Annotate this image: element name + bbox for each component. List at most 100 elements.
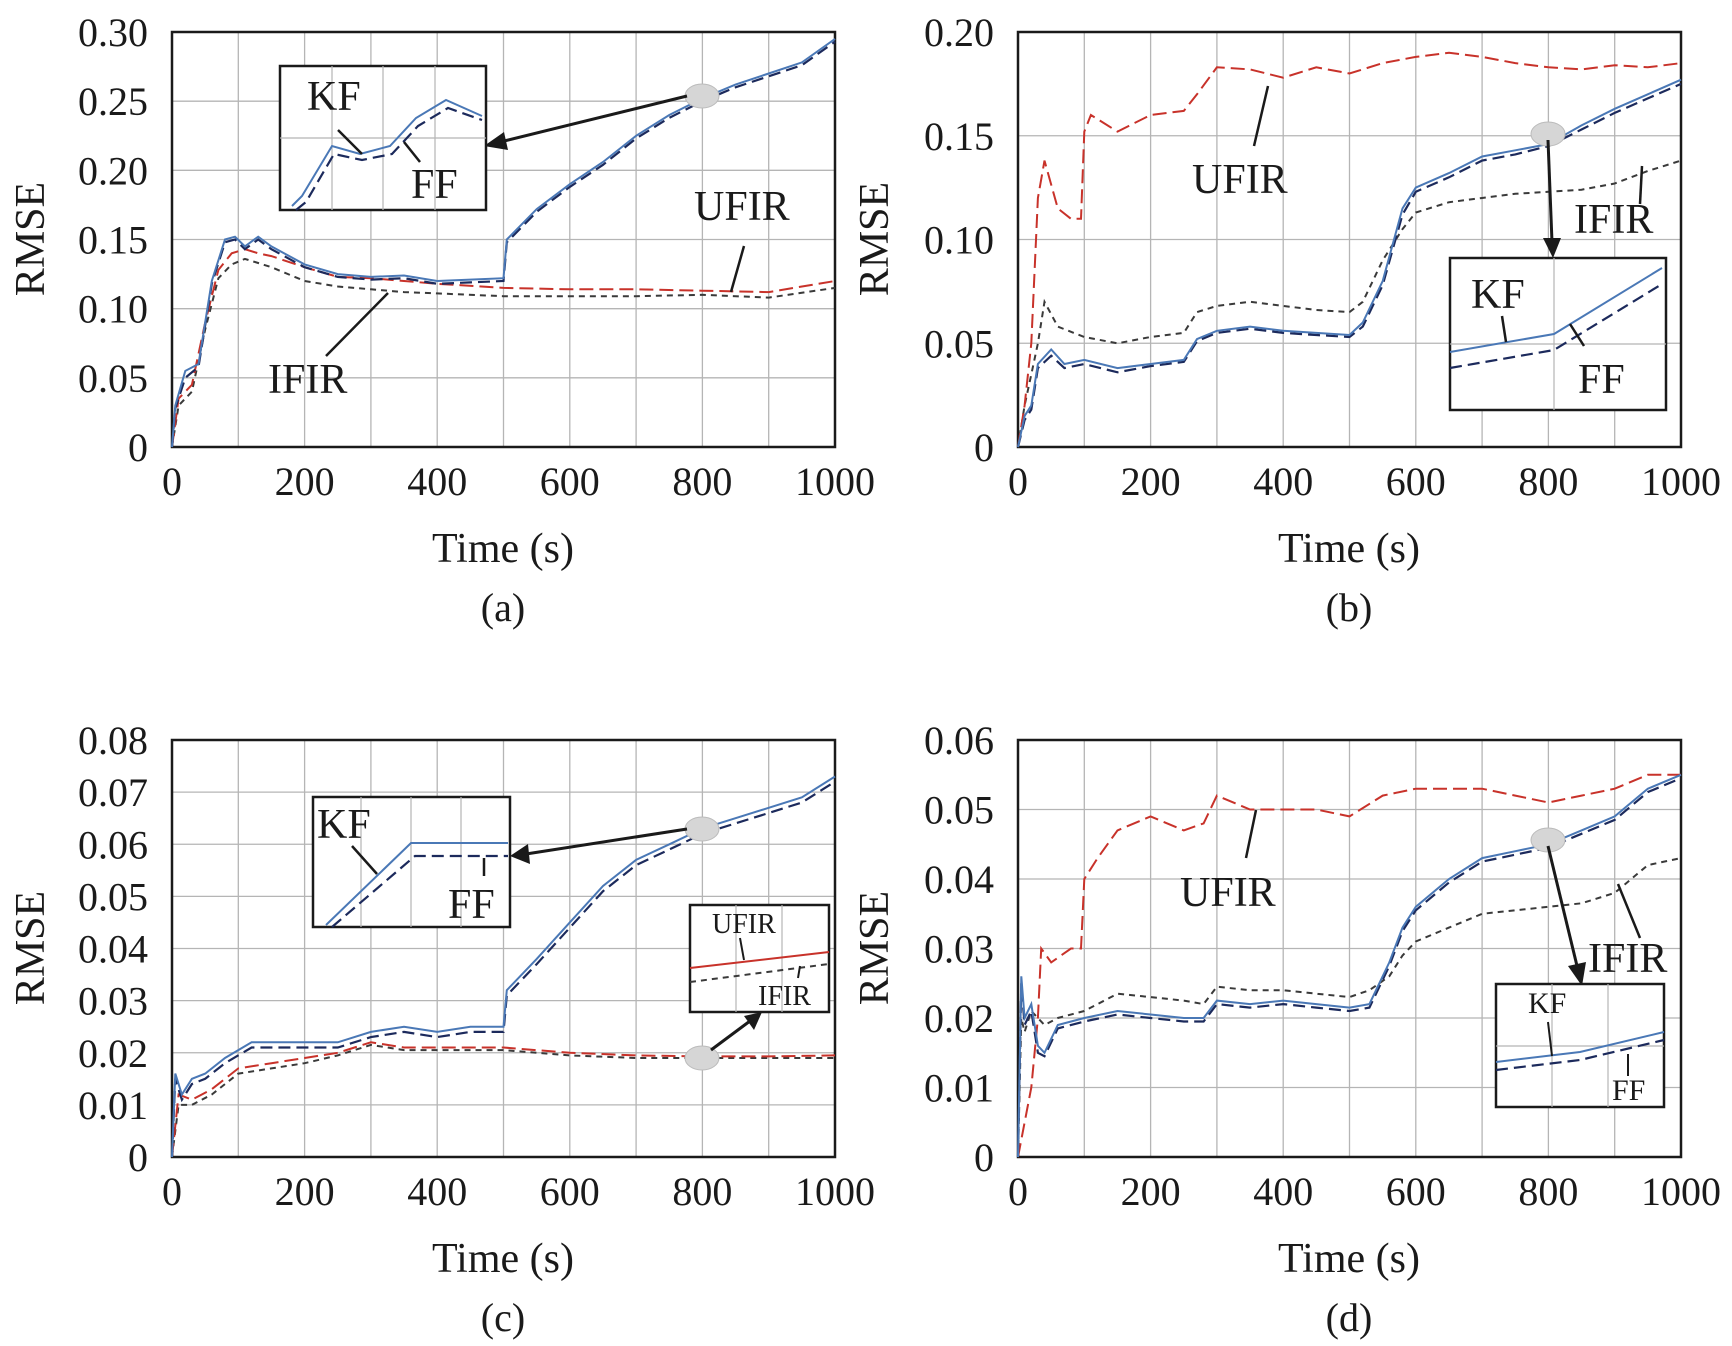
pointer-b-ufir	[1252, 85, 1270, 147]
line-a-ff	[170, 40, 836, 448]
label-a-ufir: UFIR	[694, 184, 790, 230]
inset-d-pointer-kf	[1547, 1021, 1553, 1057]
inset-b-pointer-ff	[1568, 323, 1586, 347]
panel-c: 0 200 400 600 800 1000 0 0.01 0.02 0.03 0.04 0.05 0.…	[8, 718, 875, 1340]
y-tick-label: 0	[974, 425, 994, 470]
pointer-a-ifir	[325, 292, 389, 357]
line-a-ifir	[171, 257, 836, 448]
zoom-arrow-b	[1546, 139, 1554, 243]
label-b-ifir: IFIR	[1574, 197, 1653, 243]
inset-grid-a	[280, 66, 486, 210]
line-b-ff	[1016, 82, 1682, 448]
x-tick-label: 200	[1121, 1169, 1181, 1214]
caption-d: (d)	[1326, 1295, 1373, 1340]
pointer-d-ufir	[1244, 809, 1258, 859]
ticks-c: 0 200 400 600 800 1000 0 0.01 0.02 0.03 0.04 0.05 0.…	[78, 718, 875, 1214]
inset-c1-pointer-kf	[351, 845, 378, 875]
y-tick-label: 0.02	[78, 1031, 148, 1076]
plot-frame-a	[170, 30, 837, 449]
y-tick-label: 0.05	[78, 874, 148, 919]
y-tick-label: 0.10	[78, 287, 148, 332]
x-tick-label: 400	[407, 459, 467, 504]
x-tick-label: 200	[275, 459, 335, 504]
y-tick-label: 0	[128, 1135, 148, 1180]
x-tick-label: 600	[540, 1169, 600, 1214]
line-d-ff	[1016, 777, 1682, 1158]
x-tick-label: 800	[672, 459, 732, 504]
inset-c1-label-ff: FF	[448, 882, 495, 928]
x-tick-label: 0	[162, 459, 182, 504]
zoom-arrowhead-b	[1543, 238, 1561, 258]
label-d-ufir: UFIR	[1180, 870, 1276, 916]
inset-grid-c2	[735, 905, 783, 1012]
y-tick-label: 0	[128, 425, 148, 470]
line-b-ufir	[1017, 51, 1682, 448]
series-d	[1016, 773, 1682, 1158]
inset-c2-pointer-ifir	[797, 965, 801, 979]
pointer-d-ifir	[1616, 883, 1642, 939]
inset-c1-label-kf: KF	[317, 802, 371, 848]
line-a-kf	[171, 38, 836, 448]
ylabel-a: RMSE	[8, 182, 54, 296]
label-b-ufir: UFIR	[1192, 157, 1288, 203]
x-tick-label: 200	[1121, 459, 1181, 504]
y-tick-label: 0.20	[78, 148, 148, 193]
inset-d-label-ff: FF	[1612, 1074, 1645, 1107]
inset-a-pointer-kf	[337, 129, 363, 155]
pointer-b-ifir	[1638, 165, 1644, 205]
x-tick-label: 0	[1008, 459, 1028, 504]
series-a	[170, 38, 836, 448]
line-c-ufir	[171, 1041, 836, 1158]
x-tick-label: 800	[1518, 1169, 1578, 1214]
panel-b: 0 200 400 600 800 1000 0 0.05 0.10 0.15 0.20 Time …	[852, 10, 1721, 630]
y-tick-label: 0.25	[78, 79, 148, 124]
line-b-kf	[1017, 78, 1682, 448]
xlabel-a: Time (s)	[432, 526, 574, 572]
inset-c2-label-ifir: IFIR	[758, 981, 811, 1012]
inset-d-ff	[1495, 1038, 1665, 1072]
x-tick-label: 600	[540, 459, 600, 504]
x-tick-label: 0	[162, 1169, 182, 1214]
y-tick-label: 0.20	[924, 10, 994, 55]
x-tick-label: 800	[1518, 459, 1578, 504]
x-tick-label: 800	[672, 1169, 732, 1214]
zoom-marker-c2	[684, 1045, 720, 1071]
zoom-arrow-c2	[710, 1019, 751, 1052]
x-tick-label: 0	[1008, 1169, 1028, 1214]
y-tick-label: 0.05	[924, 321, 994, 366]
x-tick-label: 400	[1253, 1169, 1313, 1214]
y-tick-label: 0.01	[924, 1066, 994, 1111]
caption-a: (a)	[481, 585, 525, 630]
y-tick-label: 0.30	[78, 10, 148, 55]
inset-a-kf	[291, 98, 483, 207]
y-tick-label: 0	[974, 1135, 994, 1180]
inset-a-label-kf: KF	[307, 74, 361, 120]
label-d-ifir: IFIR	[1588, 936, 1667, 982]
pointer-a-ufir	[729, 245, 746, 293]
caption-b: (b)	[1326, 585, 1373, 630]
zoom-marker-c1	[684, 816, 720, 842]
ticks-d: 0 200 400 600 800 1000 0 0.01 0.02 0.03 0.04 0.05 0.…	[924, 718, 1721, 1214]
inset-frame-b	[1448, 256, 1668, 412]
xlabel-c: Time (s)	[432, 1236, 574, 1282]
y-tick-label: 0.03	[924, 927, 994, 972]
inset-c2-pointer-ufir	[739, 937, 745, 961]
grid-a	[172, 32, 835, 447]
inset-d-label-kf: KF	[1528, 987, 1566, 1020]
inset-frame-c2	[688, 903, 831, 1014]
y-tick-label: 0.04	[924, 857, 994, 902]
y-tick-label: 0.10	[924, 218, 994, 263]
y-tick-label: 0.01	[78, 1083, 148, 1128]
y-tick-label: 0.06	[924, 718, 994, 763]
x-tick-label: 600	[1386, 1169, 1446, 1214]
ticks-b: 0 200 400 600 800 1000 0 0.05 0.10 0.15 0.20	[924, 10, 1721, 504]
inset-b-ff	[1449, 283, 1663, 370]
ylabel-b: RMSE	[852, 182, 898, 296]
x-tick-label: 400	[407, 1169, 467, 1214]
zoom-arrowhead-c2	[744, 1012, 762, 1030]
zoom-arrow-d	[1546, 845, 1580, 971]
x-tick-label: 1000	[1641, 1169, 1721, 1214]
ticks-a: 0 200 400 600 800 1000 0 0.05 0.10 0.15 0.20 0.25 0.…	[78, 10, 875, 504]
inset-c2-ifir	[689, 963, 830, 983]
y-tick-label: 0.05	[78, 356, 148, 401]
